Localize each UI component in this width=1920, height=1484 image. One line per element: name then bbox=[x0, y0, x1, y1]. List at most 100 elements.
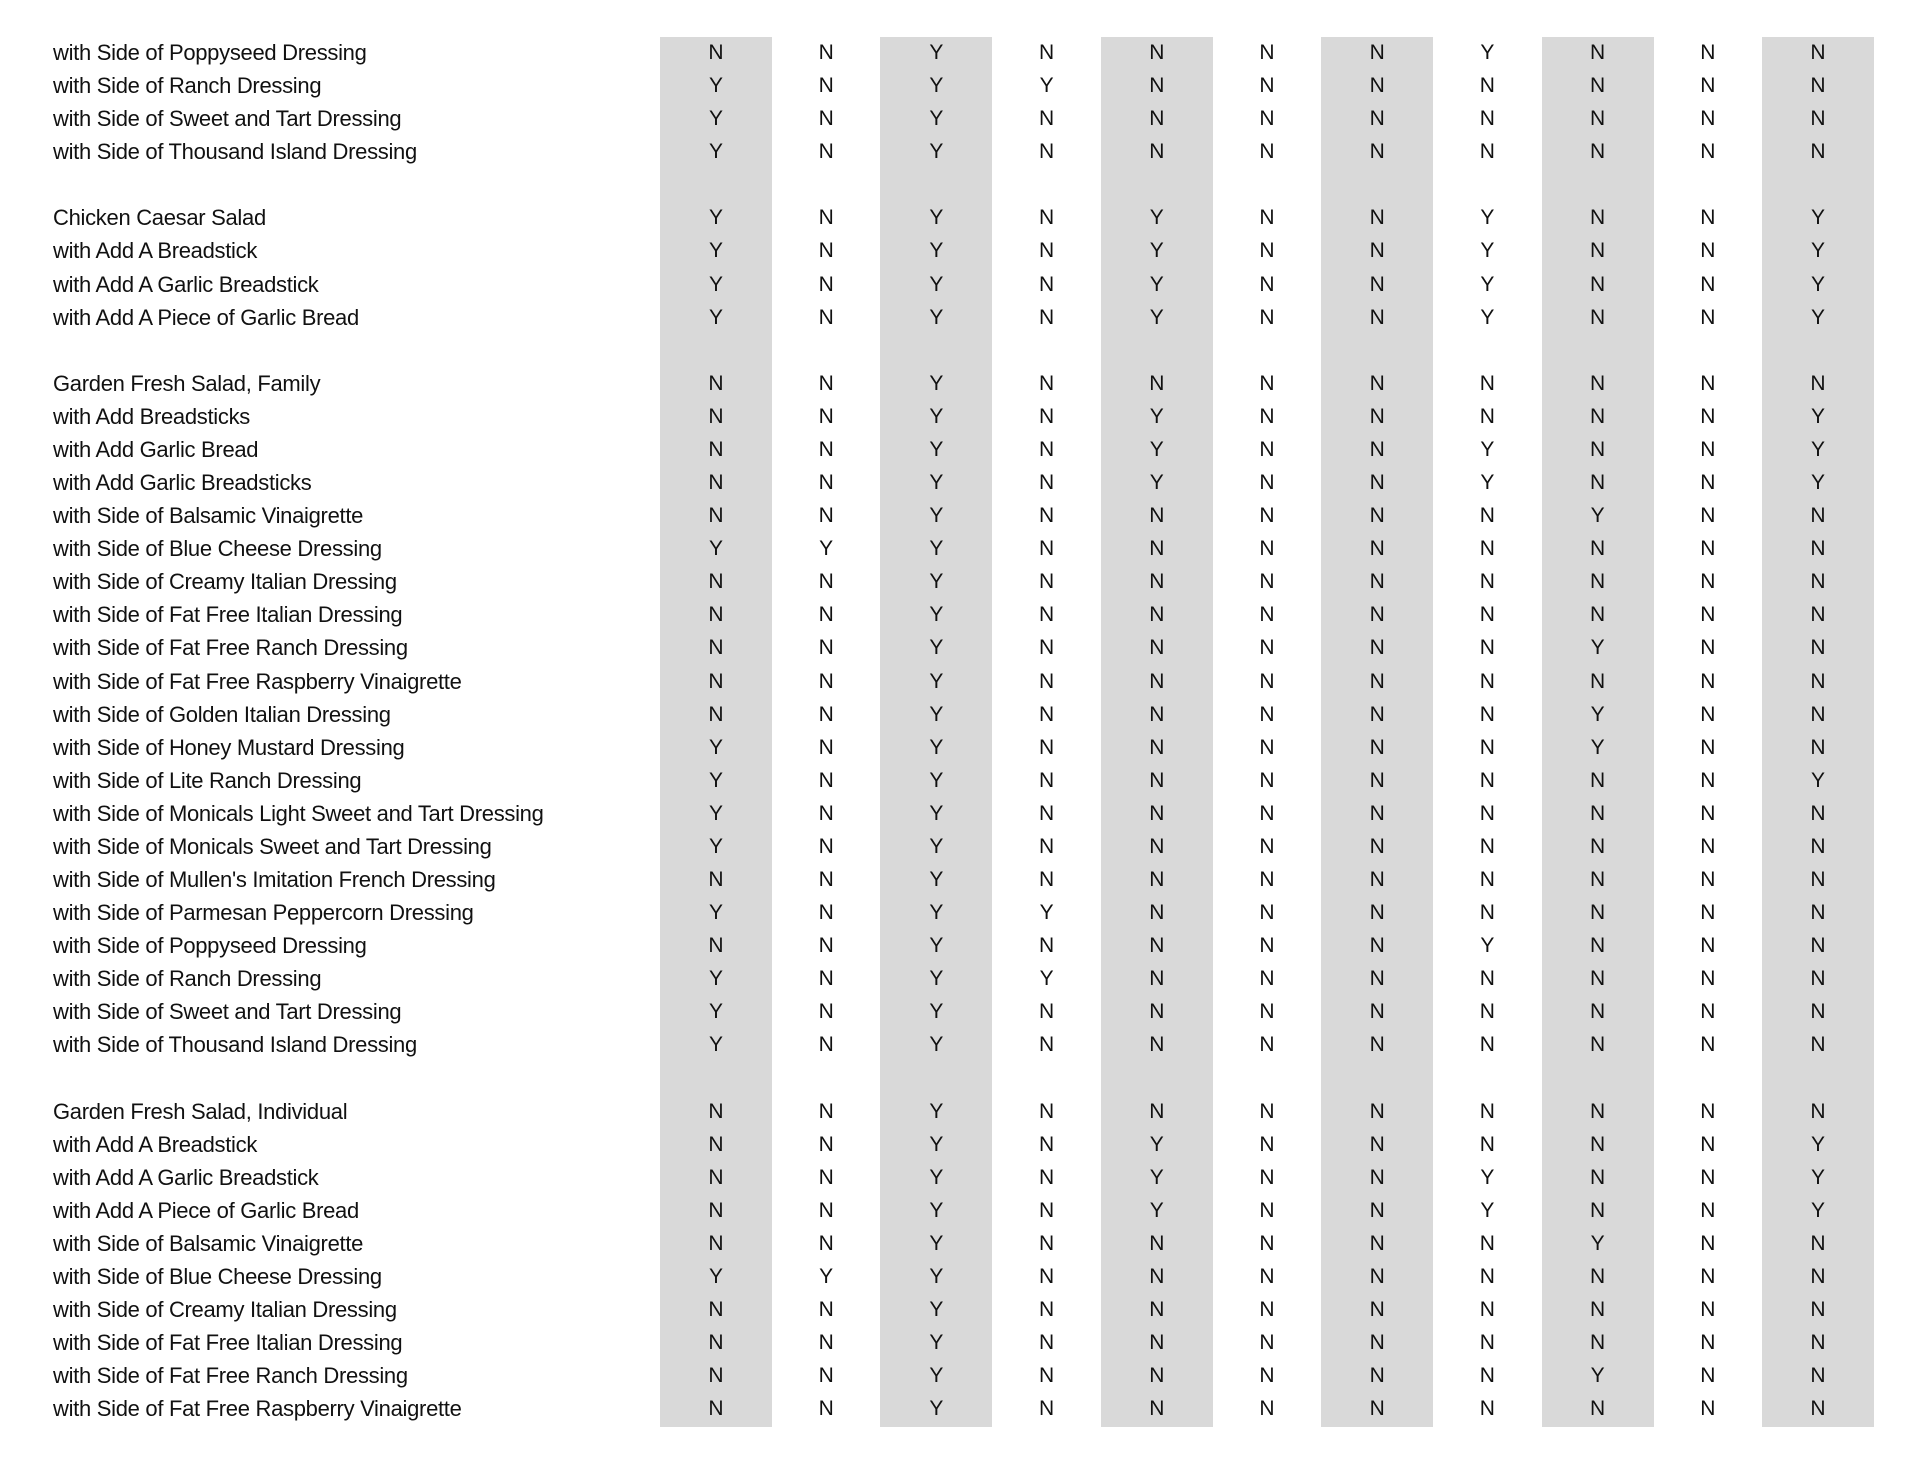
yes-no-cell: N bbox=[1259, 1331, 1275, 1355]
yes-no-cell: N bbox=[1590, 1264, 1606, 1288]
yes-no-cell: N bbox=[1149, 636, 1165, 660]
yes-no-cell: Y bbox=[1480, 206, 1495, 230]
yes-no-cell: Y bbox=[708, 1000, 723, 1024]
yes-no-cell: Y bbox=[1590, 702, 1605, 726]
yes-no-cell: N bbox=[818, 206, 834, 230]
yes-no-cell: N bbox=[1369, 504, 1385, 528]
yes-no-cell: N bbox=[1369, 669, 1385, 693]
item-label: with Side of Monicals Sweet and Tart Dre… bbox=[53, 833, 492, 859]
yes-no-cell: N bbox=[1810, 1331, 1826, 1355]
yes-no-cell: N bbox=[1259, 901, 1275, 925]
yes-no-cell: N bbox=[1810, 41, 1826, 64]
table-row: with Side of Creamy Italian Dressing N N Y N… bbox=[0, 565, 1920, 598]
yes-no-cell: Y bbox=[708, 1264, 723, 1288]
item-label: with Side of Fat Free Ranch Dressing bbox=[53, 1363, 408, 1389]
yes-no-cell: N bbox=[1700, 1099, 1716, 1123]
shaded-column bbox=[1541, 37, 1654, 1427]
yes-no-cell: N bbox=[1369, 834, 1385, 858]
yes-no-cell: N bbox=[1259, 537, 1275, 561]
yes-no-cell: Y bbox=[1810, 768, 1825, 792]
yes-no-cell: N bbox=[1700, 41, 1716, 64]
yes-no-cell: N bbox=[1369, 1165, 1385, 1189]
yes-no-cell: Y bbox=[708, 967, 723, 991]
table-row: with Side of Thousand Island Dressing Y N Y… bbox=[0, 135, 1920, 168]
yes-no-cell: Y bbox=[1810, 1198, 1825, 1222]
item-label: with Side of Poppyseed Dressing bbox=[53, 40, 367, 65]
yes-no-cell: N bbox=[1700, 537, 1716, 561]
item-label: with Add A Breadstick bbox=[53, 1131, 258, 1157]
yes-no-cell: N bbox=[818, 735, 834, 759]
yes-no-cell: N bbox=[1700, 74, 1716, 98]
yes-no-cell: Y bbox=[1810, 437, 1825, 461]
yes-no-cell: N bbox=[1149, 1231, 1165, 1255]
yes-no-cell: N bbox=[1590, 41, 1606, 64]
yes-no-cell: N bbox=[1590, 305, 1606, 329]
yes-no-cell: N bbox=[708, 1298, 724, 1322]
yes-no-cell: N bbox=[1259, 471, 1275, 495]
yes-no-cell: N bbox=[1259, 603, 1275, 627]
yes-no-cell: Y bbox=[929, 1231, 944, 1255]
yes-no-cell: N bbox=[1810, 967, 1826, 991]
yes-no-cell: N bbox=[1700, 305, 1716, 329]
yes-no-cell: N bbox=[1259, 702, 1275, 726]
yes-no-cell: N bbox=[1810, 1298, 1826, 1322]
yes-no-cell: N bbox=[1479, 1033, 1495, 1057]
table-row: with Add Garlic Bread N N Y N Y N N Y N N Y bbox=[0, 433, 1920, 466]
yes-no-cell: N bbox=[1810, 140, 1826, 164]
yes-no-cell: N bbox=[708, 1397, 724, 1421]
yes-no-cell: Y bbox=[929, 239, 944, 263]
yes-no-cell: N bbox=[1479, 570, 1495, 594]
yes-no-cell: Y bbox=[1039, 967, 1054, 991]
yes-no-cell: N bbox=[708, 471, 724, 495]
yes-no-cell: N bbox=[1149, 1397, 1165, 1421]
yes-no-cell: N bbox=[1590, 967, 1606, 991]
item-label: with Add A Breadstick bbox=[53, 238, 258, 264]
yes-no-cell: N bbox=[1700, 901, 1716, 925]
table-row: with Add A Breadstick Y N Y N Y N N Y N N Y bbox=[0, 234, 1920, 267]
yes-no-cell: Y bbox=[929, 1331, 944, 1355]
yes-no-cell: N bbox=[1039, 1033, 1055, 1057]
yes-no-cell: N bbox=[1039, 1132, 1055, 1156]
table-row: with Side of Sweet and Tart Dressing Y N Y N… bbox=[0, 995, 1920, 1028]
yes-no-cell: Y bbox=[929, 1165, 944, 1189]
yes-no-cell: N bbox=[1590, 437, 1606, 461]
item-label: with Side of Lite Ranch Dressing bbox=[53, 767, 362, 793]
yes-no-cell: N bbox=[1590, 404, 1606, 428]
yes-no-cell: N bbox=[1149, 1033, 1165, 1057]
yes-no-cell: N bbox=[1369, 1331, 1385, 1355]
yes-no-cell: N bbox=[1590, 570, 1606, 594]
yes-no-cell: N bbox=[818, 1231, 834, 1255]
yes-no-cell: N bbox=[1039, 868, 1055, 891]
yes-no-cell: Y bbox=[929, 702, 944, 726]
yes-no-cell: N bbox=[1590, 1099, 1606, 1123]
item-label: with Side of Sweet and Tart Dressing bbox=[53, 999, 402, 1025]
yes-no-cell: N bbox=[1259, 272, 1275, 296]
yes-no-cell: N bbox=[1479, 1132, 1495, 1156]
yes-no-cell: N bbox=[1369, 702, 1385, 726]
yes-no-cell: N bbox=[708, 1198, 724, 1222]
item-label: with Side of Creamy Italian Dressing bbox=[53, 1297, 397, 1323]
item-label: Garden Fresh Salad, Individual bbox=[53, 1098, 348, 1124]
yes-no-cell: N bbox=[1039, 107, 1055, 131]
yes-no-cell: N bbox=[1479, 504, 1495, 528]
yes-no-cell: N bbox=[1259, 1231, 1275, 1255]
shaded-column bbox=[1321, 37, 1434, 1427]
item-label: with Add Breadsticks bbox=[53, 403, 250, 429]
yes-no-cell: N bbox=[1039, 1198, 1055, 1222]
yes-no-cell: N bbox=[1369, 537, 1385, 561]
yes-no-cell: N bbox=[1039, 834, 1055, 858]
yes-no-cell: N bbox=[708, 437, 724, 461]
yes-no-cell: Y bbox=[1810, 1132, 1825, 1156]
yes-no-cell: N bbox=[1700, 471, 1716, 495]
yes-no-cell: Y bbox=[1810, 239, 1825, 263]
table-row: with Side of Thousand Island Dressing Y N Y… bbox=[0, 1028, 1920, 1061]
yes-no-cell: N bbox=[1590, 1165, 1606, 1189]
yes-no-cell: N bbox=[708, 570, 724, 594]
yes-no-cell: N bbox=[1039, 1099, 1055, 1123]
yes-no-cell: N bbox=[1590, 140, 1606, 164]
yes-no-cell: N bbox=[1369, 801, 1385, 825]
item-label: with Side of Ranch Dressing bbox=[53, 966, 322, 992]
yes-no-cell: N bbox=[1039, 206, 1055, 230]
yes-no-cell: N bbox=[1479, 107, 1495, 131]
item-label: with Side of Fat Free Italian Dressing bbox=[53, 1330, 403, 1356]
